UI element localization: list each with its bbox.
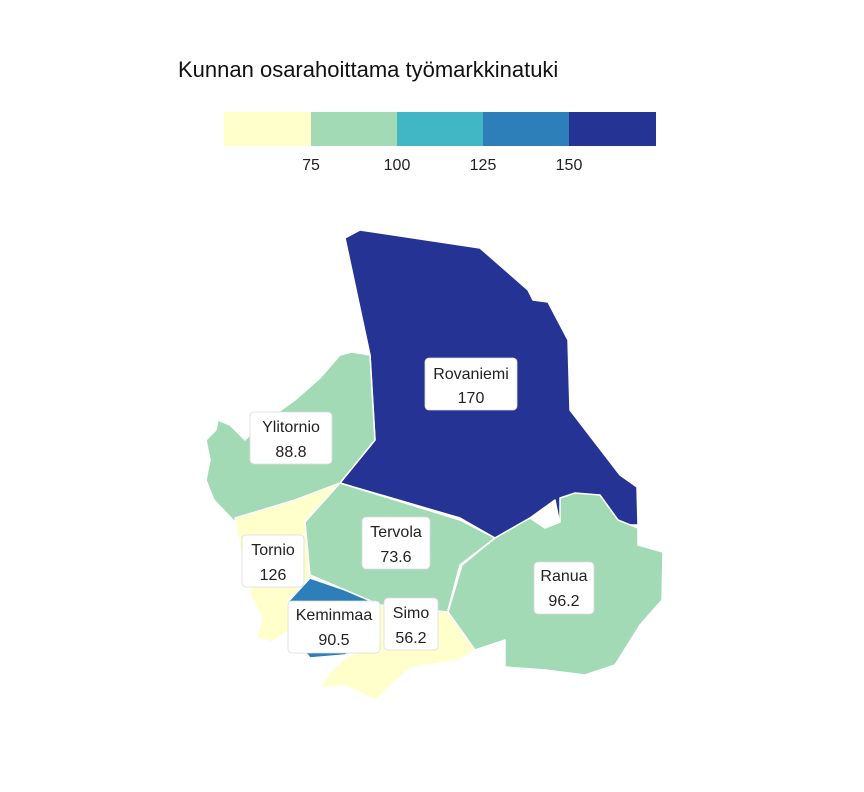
label-rovaniemi: Rovaniemi 170 bbox=[424, 357, 518, 411]
label-ylitornio: Ylitornio 88.8 bbox=[249, 411, 333, 465]
label-value-tornio: 126 bbox=[260, 567, 287, 584]
legend-bin-5 bbox=[569, 112, 656, 146]
label-name-ylitornio: Ylitornio bbox=[262, 419, 320, 436]
label-box-tervola bbox=[361, 516, 431, 570]
label-name-tervola: Tervola bbox=[370, 524, 422, 541]
label-name-ranua: Ranua bbox=[540, 568, 587, 585]
label-box-rovaniemi bbox=[424, 357, 518, 411]
label-box-ranua bbox=[533, 561, 595, 615]
label-value-ylitornio: 88.8 bbox=[275, 444, 306, 461]
regions bbox=[205, 229, 664, 701]
label-value-tervola: 73.6 bbox=[380, 549, 411, 566]
legend-bin-1 bbox=[224, 112, 311, 146]
legend-bin-2 bbox=[311, 112, 398, 146]
legend-bin-4 bbox=[483, 112, 570, 146]
label-ranua: Ranua 96.2 bbox=[533, 561, 595, 615]
label-name-keminmaa: Keminmaa bbox=[296, 607, 373, 624]
label-name-tornio: Tornio bbox=[251, 542, 295, 559]
label-simo: Simo 56.2 bbox=[383, 597, 439, 651]
label-keminmaa: Keminmaa 90.5 bbox=[287, 600, 381, 654]
legend-tick-2: 100 bbox=[384, 157, 411, 174]
label-value-keminmaa: 90.5 bbox=[318, 632, 349, 649]
label-box-keminmaa bbox=[287, 600, 381, 654]
label-box-ylitornio bbox=[249, 411, 333, 465]
label-box-tornio bbox=[241, 534, 305, 588]
region-labels: Rovaniemi 170 Ylitornio 88.8 Tornio 126 … bbox=[241, 357, 595, 654]
label-name-rovaniemi: Rovaniemi bbox=[433, 366, 509, 383]
label-box-simo bbox=[383, 597, 439, 651]
legend-tick-1: 75 bbox=[302, 157, 320, 174]
label-tervola: Tervola 73.6 bbox=[361, 516, 431, 570]
legend-tick-3: 125 bbox=[470, 157, 497, 174]
legend-bin-3 bbox=[397, 112, 484, 146]
legend: 75 100 125 150 bbox=[224, 112, 656, 174]
label-value-simo: 56.2 bbox=[395, 630, 426, 647]
legend-tick-4: 150 bbox=[556, 157, 583, 174]
map-title: Kunnan osarahoittama työmarkkinatuki bbox=[178, 57, 558, 82]
label-tornio: Tornio 126 bbox=[241, 534, 305, 588]
label-name-simo: Simo bbox=[393, 605, 430, 622]
label-value-rovaniemi: 170 bbox=[458, 390, 485, 407]
label-value-ranua: 96.2 bbox=[548, 593, 579, 610]
